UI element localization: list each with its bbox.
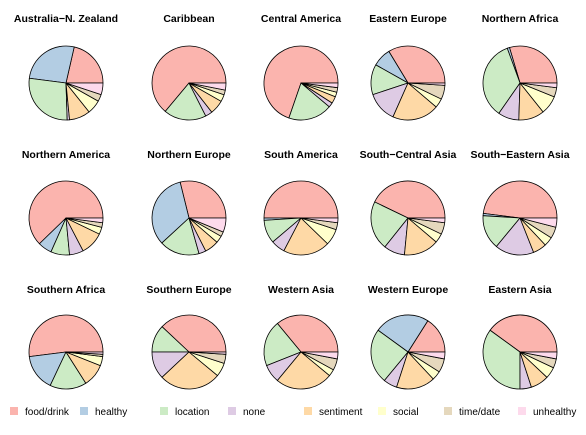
pie-slice-western-asia-unhealthy xyxy=(300,351,339,360)
legend-swatch-social xyxy=(378,407,386,415)
pie-panel-western-asia: Western Asia xyxy=(263,284,339,390)
pie-panel-northern-europe: Northern Europe xyxy=(147,149,231,256)
pie-slice-south-central-asia-food-drink xyxy=(374,180,446,219)
pie-slice-northern-europe-healthy xyxy=(151,181,190,244)
legend-label-sentiment: sentiment xyxy=(319,407,363,418)
pie-slice-south-america-unhealthy xyxy=(300,217,339,224)
legend-swatch-time-date xyxy=(444,407,452,415)
legend-label-none: none xyxy=(243,407,266,418)
legend-swatch-location xyxy=(160,407,168,415)
pie-slice-eastern-asia-location xyxy=(482,329,521,390)
pie-slice-southern-europe-food-drink xyxy=(161,314,227,353)
pie-panel-australia-n-zealand: Australia−N. Zealand xyxy=(14,13,118,121)
pie-slice-south-eastern-asia-food-drink xyxy=(482,180,558,219)
pie-slice-western-europe-location xyxy=(370,329,409,381)
pie-title-southern-europe: Southern Europe xyxy=(146,284,231,296)
pie-panel-northern-africa: Northern Africa xyxy=(482,13,559,121)
pie-slice-southern-europe-sentiment xyxy=(161,351,218,390)
pie-title-caribbean: Caribbean xyxy=(163,13,214,25)
pie-title-northern-africa: Northern Africa xyxy=(482,13,559,25)
pie-panel-western-europe: Western Europe xyxy=(368,284,448,390)
pie-title-northern-europe: Northern Europe xyxy=(147,149,231,161)
pie-slice-western-europe-unhealthy xyxy=(407,351,446,360)
pie-slice-northern-europe-food-drink xyxy=(179,180,227,219)
pie-slice-australia-n-zealand-location xyxy=(28,77,68,121)
legend-label-social: social xyxy=(393,407,419,418)
pie-title-eastern-europe: Eastern Europe xyxy=(369,13,447,25)
pie-slice-western-asia-sentiment xyxy=(277,351,330,390)
pie-slice-south-central-asia-location xyxy=(370,201,409,248)
pie-title-south-america: South America xyxy=(264,149,338,161)
pie-slice-australia-n-zealand-healthy xyxy=(28,45,75,84)
pie-slice-south-america-sentiment xyxy=(283,217,328,256)
legend: food/drink healthy location none sentiment so… xyxy=(10,407,576,418)
pie-title-western-europe: Western Europe xyxy=(368,284,448,296)
pie-panel-southern-europe: Southern Europe xyxy=(146,284,232,390)
legend-swatch-healthy xyxy=(80,407,88,415)
pie-slice-southern-africa-food-drink xyxy=(28,314,104,358)
pie-title-australia-n-zealand: Australia−N. Zealand xyxy=(14,13,118,25)
pie-slice-western-europe-healthy xyxy=(377,314,429,353)
pie-panel-southern-africa: Southern Africa xyxy=(27,284,106,390)
legend-swatch-none xyxy=(228,407,236,415)
pie-panel-south-eastern-asia: South−Eastern Asia xyxy=(470,149,570,256)
pie-slice-northern-africa-unhealthy xyxy=(519,82,558,89)
pie-title-southern-africa: Southern Africa xyxy=(27,284,106,296)
legend-label-unhealthy: unhealthy xyxy=(533,407,576,418)
pie-slice-eastern-europe-sentiment xyxy=(392,82,437,121)
pie-panel-south-america: South America xyxy=(263,149,339,256)
pie-slice-south-central-asia-unhealthy xyxy=(407,217,446,224)
legend-label-location: location xyxy=(175,407,209,418)
pie-slice-central-america-unhealthy xyxy=(300,82,339,89)
pie-panel-eastern-europe: Eastern Europe xyxy=(369,13,447,121)
pie-slice-caribbean-unhealthy xyxy=(188,82,227,91)
pie-slice-northern-europe-location xyxy=(161,217,200,256)
pie-slice-northern-america-unhealthy xyxy=(65,217,104,224)
pie-panel-south-central-asia: South−Central Asia xyxy=(360,149,457,256)
pie-slice-caribbean-location xyxy=(164,82,207,121)
pie-slice-southern-europe-unhealthy xyxy=(188,351,227,355)
pie-panel-central-america: Central America xyxy=(261,13,341,121)
pie-slice-central-america-location xyxy=(288,82,330,121)
pie-slice-northern-africa-food-drink xyxy=(509,45,558,84)
pie-slice-eastern-asia-food-drink xyxy=(489,314,558,353)
pie-slice-central-america-food-drink xyxy=(263,45,339,119)
pie-slice-south-america-food-drink xyxy=(263,180,339,219)
pie-slice-western-asia-location xyxy=(263,323,302,367)
pie-slice-northern-america-food-drink xyxy=(28,180,104,245)
pie-title-northern-america: Northern America xyxy=(22,149,110,161)
pie-slice-northern-europe-unhealthy xyxy=(188,217,227,233)
legend-label-healthy: healthy xyxy=(95,407,127,418)
legend-label-food-drink: food/drink xyxy=(25,407,70,418)
legend-label-time-date: time/date xyxy=(459,407,501,418)
pie-slice-northern-africa-location xyxy=(482,47,521,114)
pie-title-central-america: Central America xyxy=(261,13,341,25)
pie-title-western-asia: Western Asia xyxy=(268,284,334,296)
pie-title-eastern-asia: Eastern Asia xyxy=(488,284,551,296)
pie-slice-southern-africa-unhealthy xyxy=(65,351,104,355)
pie-slice-eastern-asia-unhealthy xyxy=(519,351,558,360)
pie-slice-australia-n-zealand-food-drink xyxy=(65,46,104,84)
pie-panel-eastern-asia: Eastern Asia xyxy=(482,284,558,390)
pie-slice-south-eastern-asia-unhealthy xyxy=(519,217,558,228)
pie-title-south-central-asia: South−Central Asia xyxy=(360,149,457,161)
pie-panel-caribbean: Caribbean xyxy=(151,13,227,121)
pie-slice-australia-n-zealand-unhealthy xyxy=(65,82,104,96)
pie-panel-northern-america: Northern America xyxy=(22,149,110,256)
pie-slice-caribbean-food-drink xyxy=(151,45,227,112)
pie-slice-eastern-europe-food-drink xyxy=(388,45,446,84)
legend-swatch-unhealthy xyxy=(518,407,526,415)
legend-swatch-food-drink xyxy=(10,407,18,415)
legend-swatch-sentiment xyxy=(304,407,312,415)
pie-title-south-eastern-asia: South−Eastern Asia xyxy=(470,149,569,161)
pie-slice-eastern-europe-unhealthy xyxy=(407,82,446,86)
pie-slice-western-asia-food-drink xyxy=(277,314,339,353)
